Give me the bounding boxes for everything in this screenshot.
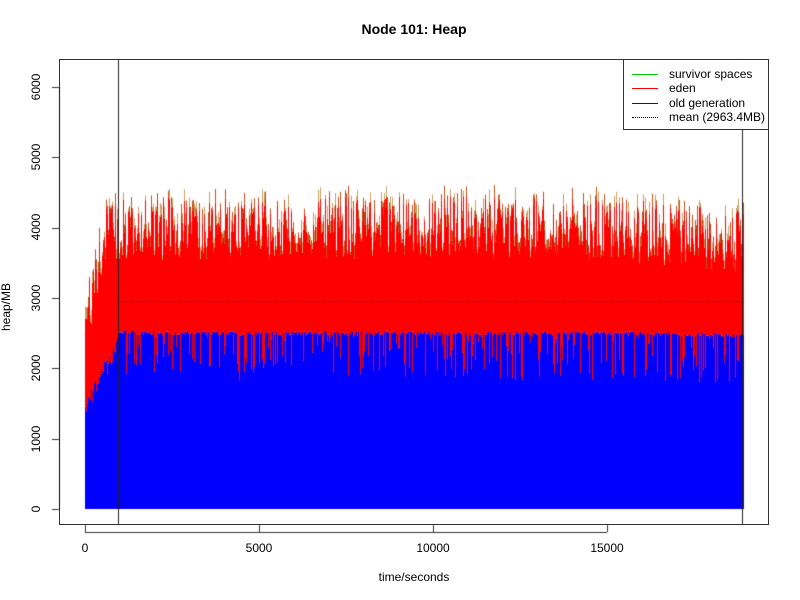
line-swatch-icon: [632, 102, 658, 104]
legend: survivor spaces eden old generation mean…: [623, 59, 769, 130]
line-swatch-icon: [632, 87, 658, 89]
line-swatch-icon: [632, 73, 658, 75]
xtick-label: 0: [81, 541, 89, 555]
ytick-label: 5000: [29, 143, 43, 171]
ytick-label: 2000: [29, 354, 43, 382]
legend-item-mean: mean (2963.4MB): [632, 110, 765, 124]
xtick-label: 10000: [416, 541, 450, 555]
legend-item-eden: eden: [632, 81, 696, 95]
xtick-label: 15000: [590, 541, 624, 555]
ytick-label: 6000: [29, 73, 43, 101]
ytick-label: 0: [29, 505, 43, 513]
x-axis-label: time/seconds: [378, 570, 450, 584]
ytick-label: 4000: [29, 213, 43, 241]
plot-frame: [59, 59, 769, 525]
ytick-label: 3000: [29, 284, 43, 312]
ytick-label: 1000: [29, 425, 43, 453]
dotted-line-swatch-icon: [632, 116, 658, 118]
legend-item-survivor: survivor spaces: [632, 67, 752, 81]
xtick-label: 5000: [245, 541, 273, 555]
legend-item-old-generation: old generation: [632, 96, 745, 110]
y-axis-label: heap/MB: [0, 282, 13, 332]
